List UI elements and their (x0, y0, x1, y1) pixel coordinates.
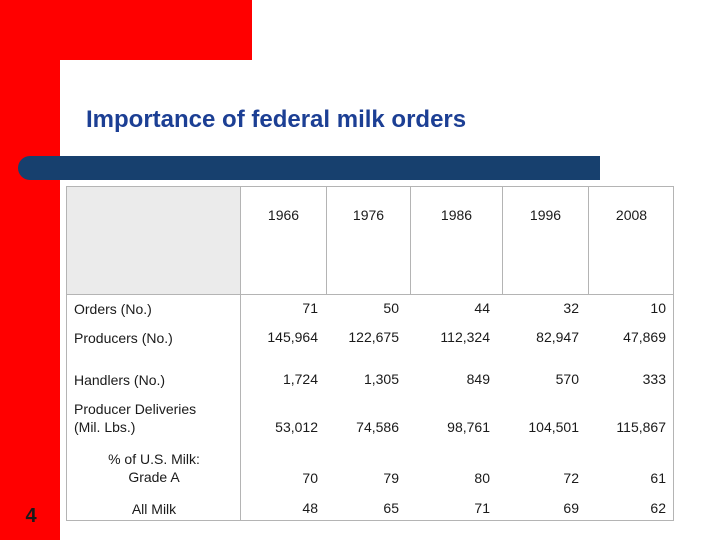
row-label-pct-grade-a: % of U.S. Milk: Grade A (108, 451, 200, 485)
col-header-1996: 1996 (503, 187, 589, 295)
col-header-1966: 1966 (241, 187, 327, 295)
title-underline-bar (18, 156, 600, 180)
cell-orders-1966: 71 (302, 300, 318, 316)
cell-orders-2008: 10 (650, 300, 666, 316)
frame-rounded-corner (60, 60, 120, 120)
cell-deliveries-1996: 104,501 (528, 419, 579, 435)
row-label-handlers: Handlers (No.) (74, 372, 166, 388)
cell-producers-1986: 112,324 (440, 329, 490, 345)
cell-deliveries-1976: 74,586 (356, 419, 399, 435)
row-label-producer-deliveries: Producer Deliveries (Mil. Lbs.) (74, 401, 197, 435)
cell-deliveries-1966: 53,012 (275, 419, 318, 435)
cell-all-milk-1966: 48 (302, 500, 318, 516)
cell-handlers-1976: 1,305 (363, 371, 399, 387)
cell-producers-2008: 47,869 (623, 329, 666, 345)
cell-all-milk-1976: 65 (383, 500, 399, 516)
cell-producers-1996: 82,947 (536, 329, 579, 345)
row-label-column (67, 295, 241, 520)
cell-handlers-1986: 849 (466, 371, 490, 387)
cell-producers-1966: 145,964 (267, 329, 318, 345)
cell-orders-1986: 44 (474, 300, 490, 316)
row-label-orders: Orders (No.) (74, 301, 152, 317)
col-header-1976: 1976 (327, 187, 411, 295)
cell-orders-1996: 32 (563, 300, 579, 316)
cell-all-milk-1986: 71 (474, 500, 490, 516)
cell-all-milk-2008: 62 (650, 500, 666, 516)
slide-page-number: 4 (25, 505, 37, 527)
milk-orders-table: 1966 1976 1986 1996 2008 Orders (No.) Pr… (66, 186, 674, 521)
cell-producers-1976: 122,675 (348, 329, 399, 345)
cell-orders-1976: 50 (383, 300, 399, 316)
table-header-stub (67, 187, 241, 295)
cell-grade-a-1996: 72 (563, 470, 579, 486)
cell-all-milk-1996: 69 (563, 500, 579, 516)
year-label: 1976 (352, 207, 385, 223)
cell-grade-a-1976: 79 (383, 470, 399, 486)
cell-handlers-1996: 570 (555, 371, 579, 387)
year-label: 1986 (440, 207, 473, 223)
cell-deliveries-1986: 98,761 (447, 419, 490, 435)
cell-handlers-1966: 1,724 (282, 371, 318, 387)
slide-title: Importance of federal milk orders (86, 106, 467, 133)
year-label: 2008 (615, 207, 648, 223)
year-label: 1996 (529, 207, 562, 223)
cell-grade-a-2008: 61 (650, 470, 666, 486)
col-header-2008: 2008 (589, 187, 674, 295)
red-frame-left (0, 0, 60, 540)
cell-handlers-2008: 333 (642, 371, 666, 387)
row-label-producers: Producers (No.) (74, 330, 173, 346)
cell-grade-a-1986: 80 (474, 470, 490, 486)
col-header-1986: 1986 (411, 187, 503, 295)
year-label: 1966 (267, 207, 300, 223)
cell-grade-a-1966: 70 (302, 470, 318, 486)
cell-deliveries-2008: 115,867 (616, 419, 666, 435)
row-label-all-milk: All Milk (131, 501, 177, 517)
